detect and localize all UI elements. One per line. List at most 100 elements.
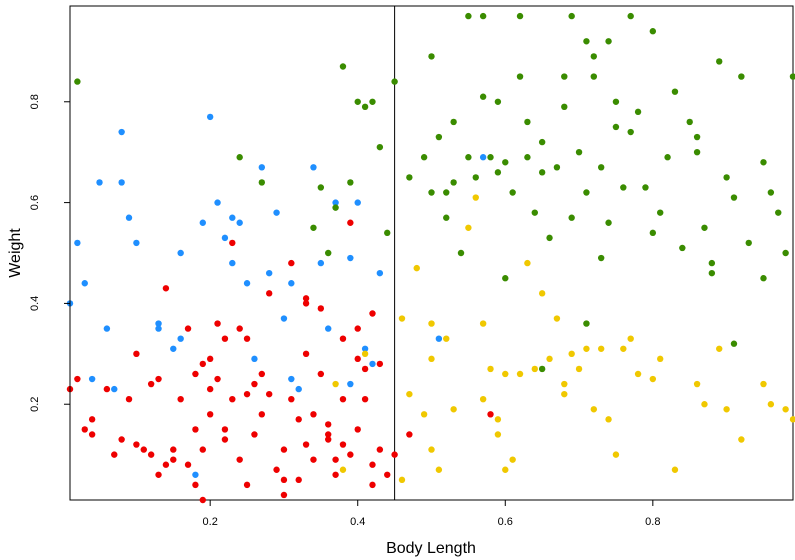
y-tick-label: 0.4 — [29, 296, 41, 311]
data-point — [538, 169, 546, 176]
data-point — [465, 12, 472, 20]
data-point — [206, 385, 214, 393]
data-point — [723, 406, 730, 413]
data-point — [487, 365, 494, 373]
data-point — [575, 365, 583, 373]
data-point — [140, 446, 147, 453]
data-point — [155, 375, 162, 383]
data-point — [502, 370, 509, 378]
x-tick-label: 0.2 — [203, 516, 218, 528]
data-point — [317, 370, 325, 378]
data-point — [693, 380, 701, 388]
data-point — [214, 320, 221, 327]
data-point — [612, 451, 620, 458]
data-point — [332, 204, 339, 211]
data-point — [369, 461, 376, 468]
data-point — [524, 118, 531, 126]
data-point — [708, 259, 716, 267]
data-point — [502, 275, 509, 282]
data-point — [199, 219, 206, 226]
data-point — [88, 416, 96, 423]
data-point — [568, 214, 575, 221]
data-point — [553, 164, 561, 171]
data-point — [251, 431, 258, 438]
data-point — [184, 461, 192, 468]
data-point — [332, 471, 339, 478]
data-point — [701, 224, 708, 231]
data-point — [671, 88, 679, 95]
data-point — [465, 224, 472, 231]
data-point — [258, 164, 266, 171]
data-point — [265, 390, 273, 398]
data-point — [428, 355, 435, 363]
data-point — [664, 154, 671, 161]
data-point — [302, 300, 310, 307]
data-point — [398, 315, 406, 322]
data-point — [627, 128, 634, 136]
data-point — [280, 315, 288, 322]
data-point — [457, 249, 465, 257]
data-point — [221, 436, 229, 443]
data-point — [147, 380, 155, 388]
data-point — [199, 360, 206, 368]
data-point — [133, 239, 140, 247]
data-point — [339, 395, 347, 403]
data-point — [162, 461, 170, 468]
data-point — [162, 285, 170, 292]
data-point — [302, 295, 310, 302]
data-point — [125, 395, 133, 403]
data-point — [583, 189, 590, 196]
data-point — [310, 164, 317, 171]
data-point — [74, 239, 81, 247]
data-point — [782, 249, 789, 257]
data-point — [472, 174, 479, 181]
data-point — [605, 38, 612, 45]
data-point — [214, 199, 221, 206]
data-point — [479, 154, 487, 161]
data-point — [118, 128, 125, 136]
data-point — [273, 209, 280, 216]
data-point — [472, 194, 479, 201]
data-point — [295, 476, 302, 484]
data-point — [258, 179, 266, 186]
data-point — [347, 451, 354, 458]
data-point — [516, 73, 524, 80]
data-point — [280, 476, 288, 484]
data-point — [575, 148, 583, 156]
data-point — [354, 199, 361, 206]
data-point — [384, 229, 391, 237]
data-point — [538, 365, 546, 373]
data-point — [325, 421, 332, 428]
data-point — [450, 406, 457, 413]
data-point — [243, 280, 251, 287]
data-point — [288, 259, 295, 267]
data-point — [760, 275, 767, 282]
data-point — [701, 401, 708, 408]
data-point — [428, 53, 435, 60]
data-point — [760, 380, 767, 388]
data-point — [273, 466, 280, 473]
data-point — [133, 350, 140, 358]
data-point — [657, 209, 664, 216]
data-point — [347, 254, 354, 262]
data-point — [192, 471, 199, 478]
data-point — [597, 254, 605, 262]
data-point — [568, 12, 575, 20]
data-point — [206, 355, 214, 363]
data-point — [103, 385, 111, 393]
data-point — [288, 280, 295, 287]
data-point — [229, 395, 236, 403]
data-point — [642, 184, 649, 191]
data-point — [730, 340, 738, 347]
x-tick-label: 0.8 — [645, 516, 660, 528]
data-point — [88, 375, 96, 383]
data-point — [612, 123, 620, 131]
data-point — [111, 451, 118, 458]
data-point — [118, 179, 125, 186]
data-point — [280, 491, 288, 499]
data-point — [310, 411, 317, 418]
data-point — [361, 345, 369, 352]
data-point — [354, 426, 361, 433]
data-point — [361, 350, 369, 358]
data-point — [325, 436, 332, 443]
